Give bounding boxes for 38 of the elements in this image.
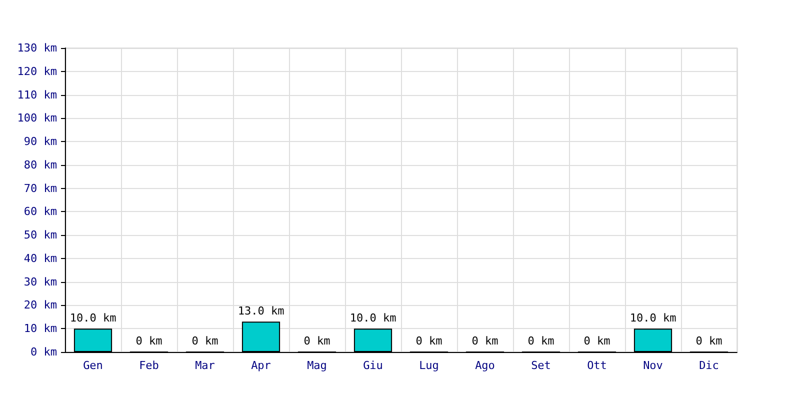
y-tick-label: 70 km xyxy=(24,182,58,195)
data-label: 0 km xyxy=(584,334,611,348)
data-label: 0 km xyxy=(696,334,723,348)
y-tick-label: 60 km xyxy=(24,205,58,218)
data-label: 0 km xyxy=(136,334,163,348)
y-tick-label: 130 km xyxy=(17,42,58,54)
data-label: 10.0 km xyxy=(350,312,397,325)
x-tick-label: Ago xyxy=(475,359,495,372)
y-tick-label: 30 km xyxy=(24,275,58,288)
x-tick-label: Dic xyxy=(699,359,719,372)
y-tick-label: 80 km xyxy=(24,158,58,172)
y-tick-label: 110 km xyxy=(17,88,58,102)
data-label: 0 km xyxy=(416,334,443,348)
x-tick-label: Mag xyxy=(307,359,327,372)
data-label: 0 km xyxy=(304,334,331,348)
y-tick-label: 100 km xyxy=(17,112,58,125)
x-tick-label: Mar xyxy=(195,359,216,372)
x-tick-label: Ott xyxy=(587,359,607,372)
y-tick-label: 40 km xyxy=(24,252,58,265)
x-tick-label: Feb xyxy=(139,359,159,372)
y-tick-label: 50 km xyxy=(24,228,58,242)
y-tick-label: 0 km xyxy=(30,346,58,358)
y-tick-label: 10 km xyxy=(24,322,58,336)
y-tick-label: 90 km xyxy=(24,135,58,148)
x-tick-label: Giu xyxy=(363,359,383,372)
y-tick-label: 120 km xyxy=(17,64,58,78)
x-tick-label: Lug xyxy=(419,359,439,372)
data-label: 0 km xyxy=(472,334,499,348)
x-tick-label: Nov xyxy=(643,359,664,372)
data-label: 10.0 km xyxy=(630,312,677,325)
x-tick-label: Set xyxy=(531,359,551,372)
data-label: 13.0 km xyxy=(238,304,285,318)
data-label: 0 km xyxy=(192,334,219,348)
data-label: 0 km xyxy=(528,334,555,348)
data-label: 10.0 km xyxy=(70,312,117,325)
x-tick-label: Gen xyxy=(83,359,103,372)
x-tick-label: Apr xyxy=(251,359,272,372)
y-tick-label: 20 km xyxy=(24,298,58,312)
